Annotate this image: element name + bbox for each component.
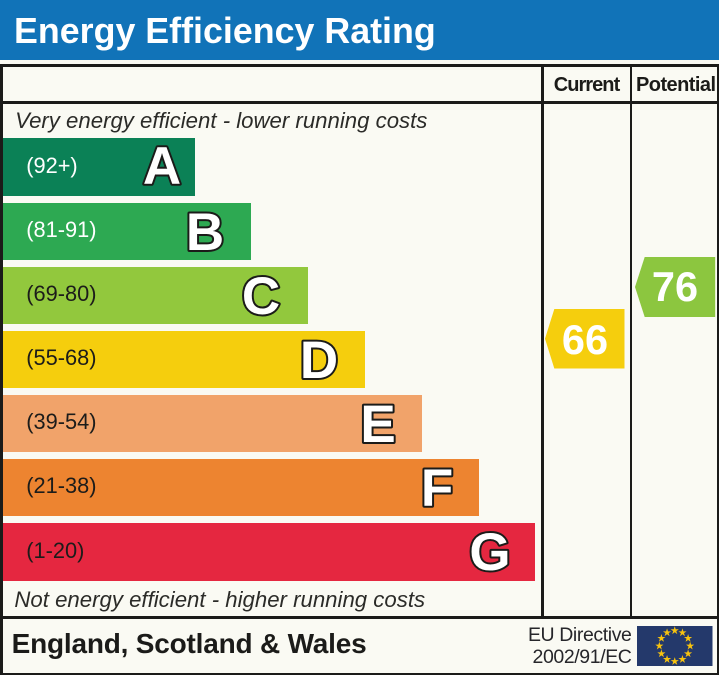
svg-text:E: E (360, 395, 395, 453)
svg-text:B: B (185, 203, 223, 261)
svg-text:66: 66 (562, 316, 608, 363)
svg-text:D: D (299, 331, 337, 389)
svg-text:F: F (420, 459, 452, 517)
svg-text:G: G (469, 523, 510, 581)
svg-text:76: 76 (652, 263, 698, 310)
svg-text:C: C (242, 267, 280, 325)
svg-text:A: A (142, 137, 180, 195)
